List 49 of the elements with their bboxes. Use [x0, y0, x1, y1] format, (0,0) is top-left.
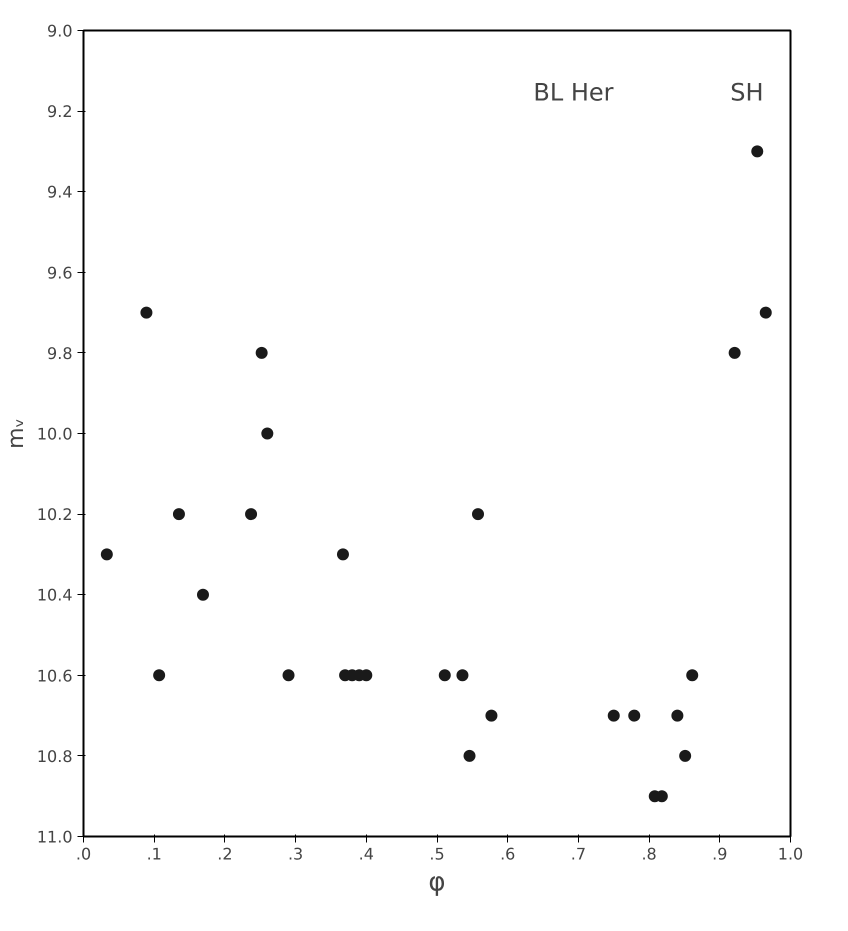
point — [100, 548, 113, 560]
point — [140, 306, 152, 319]
point — [485, 710, 498, 722]
point — [760, 306, 772, 319]
y-axis-title: mᵥ — [4, 418, 29, 449]
y-tick-label: 9.2 — [47, 102, 73, 122]
y-tick-label: 9.6 — [47, 263, 73, 282]
point — [261, 428, 274, 440]
point — [671, 710, 684, 722]
point — [751, 145, 764, 158]
point — [438, 669, 451, 682]
point — [728, 346, 741, 359]
point — [282, 669, 295, 682]
point — [464, 750, 476, 762]
x-tick-label: .6 — [500, 844, 516, 864]
x-tick-label: .8 — [641, 844, 657, 864]
y-tick-label: 10.2 — [36, 505, 72, 524]
point — [628, 710, 640, 722]
y-tick-label: 10.6 — [36, 666, 72, 686]
point — [456, 669, 468, 682]
x-tick-label: .5 — [429, 844, 445, 864]
y-tick-label: 10.0 — [36, 424, 72, 444]
point — [472, 508, 484, 520]
point — [679, 750, 692, 762]
x-tick-label: .7 — [570, 844, 586, 864]
point — [172, 508, 185, 520]
annotation: BL Her — [533, 78, 614, 106]
y-tick-label: 10.4 — [36, 586, 72, 605]
x-tick-label: .3 — [288, 844, 304, 864]
y-tick-label: 11.0 — [36, 828, 72, 846]
y-tick-label: 9.8 — [47, 344, 73, 363]
y-tick-label: 9.0 — [47, 22, 73, 40]
point — [245, 508, 258, 520]
y-tick-label: 10.8 — [36, 746, 72, 766]
x-tick-label: .4 — [358, 844, 374, 864]
x-axis-title: φ — [428, 868, 446, 898]
y-tick-label: 9.4 — [47, 182, 73, 202]
x-tick-label: .9 — [712, 844, 728, 864]
x-tick-label: .2 — [217, 844, 233, 864]
point — [608, 710, 620, 722]
x-tick-label: .0 — [76, 844, 92, 864]
x-tick-label: .1 — [146, 844, 162, 864]
point — [686, 669, 698, 682]
point — [196, 588, 209, 601]
point — [153, 669, 166, 682]
annotation: SH — [730, 78, 764, 106]
x-tick-label: 1.0 — [778, 844, 804, 864]
point — [336, 548, 349, 560]
point — [256, 346, 268, 359]
